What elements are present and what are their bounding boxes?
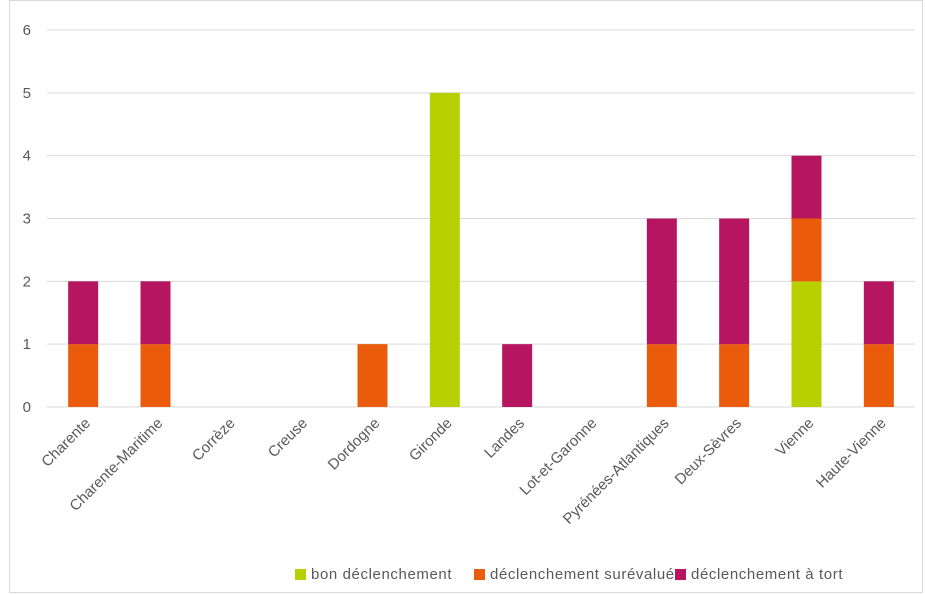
y-axis-tick-labels: 0 1 2 3 4 5 6: [23, 22, 31, 416]
bars: [68, 92, 894, 407]
bar-segment: [140, 281, 171, 345]
x-tick-label: Vienne: [772, 415, 817, 460]
bar-segment: [502, 344, 533, 407]
legend-label: déclenchement à tort: [691, 565, 844, 583]
legend-swatch: [474, 568, 485, 580]
legend-item-bon-declenchement: bon déclenchement: [295, 562, 452, 586]
bar-segment: [140, 344, 171, 407]
y-tick-label: 3: [23, 211, 31, 228]
bar-segment: [646, 344, 677, 407]
x-tick-label: Lot-et-Garonne: [516, 415, 600, 499]
gridlines: [47, 29, 915, 408]
x-tick-label: Charente: [38, 415, 94, 471]
legend-swatch: [295, 568, 306, 580]
bar-segment: [68, 344, 99, 407]
legend-label: bon déclenchement: [311, 565, 453, 583]
x-tick-label: Deux-Sèvres: [672, 415, 745, 488]
y-tick-label: 5: [23, 85, 31, 102]
x-tick-label: Creuse: [265, 415, 311, 461]
x-tick-label: Haute-Vienne: [813, 415, 890, 492]
y-tick-label: 1: [23, 336, 31, 353]
legend-label: déclenchement surévalué: [490, 565, 675, 583]
bar-segment: [357, 344, 388, 407]
legend-item-declenchement-a-tort: déclenchement à tort: [675, 562, 843, 586]
bar-segment: [791, 155, 822, 219]
bar-segment: [429, 92, 460, 407]
bar-segment: [791, 281, 822, 407]
y-tick-label: 2: [23, 273, 31, 290]
legend-item-declenchement-surevalue: déclenchement surévalué: [474, 562, 675, 586]
y-tick-label: 6: [23, 22, 31, 39]
bar-segment: [646, 218, 677, 345]
bar-segment: [863, 344, 894, 407]
x-tick-label: Dordogne: [325, 415, 384, 474]
bar-segment: [68, 281, 99, 345]
x-tick-label: Corrèze: [189, 415, 239, 465]
y-tick-label: 0: [23, 399, 31, 416]
y-tick-label: 4: [23, 148, 31, 165]
bar-segment: [791, 218, 822, 282]
legend-swatch: [675, 568, 686, 580]
x-tick-label: Gironde: [406, 415, 456, 465]
bar-segment: [863, 281, 894, 345]
x-tick-label: Landes: [481, 415, 528, 462]
legend: bon déclenchement déclenchement surévalu…: [0, 562, 925, 586]
bar-segment: [719, 218, 750, 345]
bar-segment: [719, 344, 750, 407]
